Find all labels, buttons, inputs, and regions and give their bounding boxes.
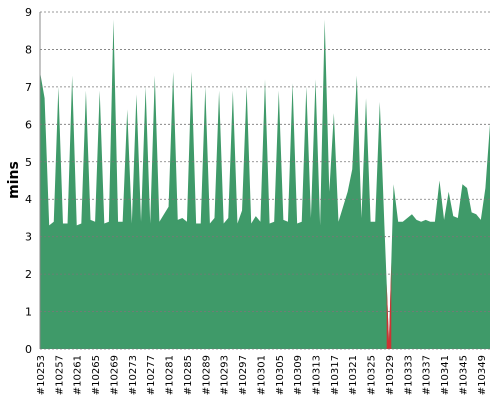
- x-tick-label: #10305: [275, 355, 286, 395]
- y-tick-label: 1: [25, 306, 32, 319]
- x-tick-label: #10293: [220, 355, 231, 395]
- x-tick-label: #10341: [440, 355, 451, 395]
- x-tick-label: #10321: [348, 355, 359, 395]
- x-tick-label: #10269: [109, 355, 120, 395]
- x-tick-label: #10289: [201, 355, 212, 395]
- x-tick-label: #10329: [385, 355, 396, 395]
- x-tick-label: #10345: [458, 355, 469, 395]
- x-tick-label: #10285: [183, 355, 194, 395]
- x-tick-label: #10333: [403, 355, 414, 395]
- y-tick-label: 4: [25, 193, 32, 206]
- x-tick-label: #10257: [54, 355, 65, 395]
- y-tick-label: 6: [25, 118, 32, 131]
- failed-area: [386, 262, 392, 349]
- x-tick-label: #10337: [422, 355, 433, 395]
- x-tick-label: #10265: [91, 355, 102, 395]
- x-tick-label: #10309: [293, 355, 304, 395]
- y-tick-label: 3: [25, 231, 32, 244]
- y-tick-label: 5: [25, 156, 32, 169]
- y-tick-label: 2: [25, 268, 32, 281]
- x-tick-label: #10261: [73, 355, 84, 395]
- x-tick-label: #10313: [312, 355, 323, 395]
- x-tick-label: #10253: [36, 355, 47, 395]
- x-tick-label: #10273: [128, 355, 139, 395]
- area: [40, 19, 490, 349]
- y-tick-label: 0: [25, 343, 32, 356]
- y-tick-label: 9: [25, 6, 32, 19]
- x-tick-label: #10325: [367, 355, 378, 395]
- x-tick-label: #10317: [330, 355, 341, 395]
- x-tick-label: #10349: [477, 355, 488, 395]
- x-tick-label: #10277: [146, 355, 157, 395]
- x-tick-label: #10281: [165, 355, 176, 395]
- y-tick-label: 8: [25, 43, 32, 56]
- y-axis-label: mins: [6, 161, 22, 199]
- y-tick-label: 7: [25, 81, 32, 94]
- x-tick-label: #10297: [238, 355, 249, 395]
- x-tick-label: #10301: [256, 355, 267, 395]
